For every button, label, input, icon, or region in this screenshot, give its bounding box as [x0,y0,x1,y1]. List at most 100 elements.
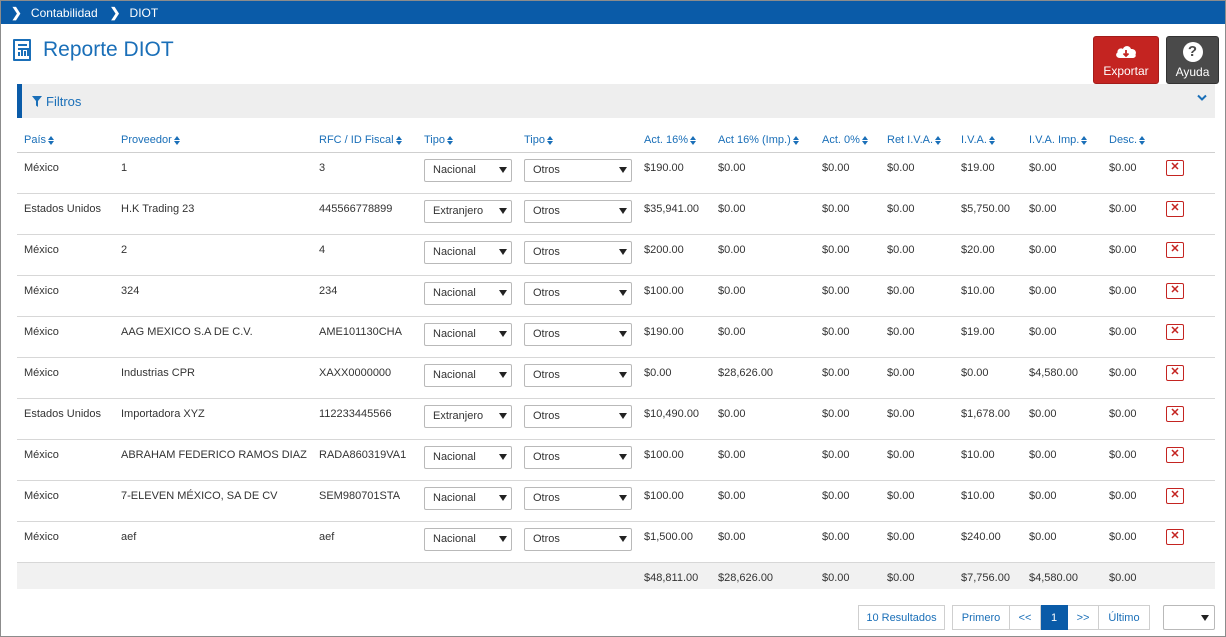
column-header-act16[interactable]: Act. 16% [637,129,711,153]
tipo-2-select-value: Otros [533,451,560,463]
table-row: Estados Unidos Importadora XYZ 11223344556… [17,398,1215,440]
tipo-2-select[interactable]: Otros [524,281,632,305]
tipo-2-select[interactable]: Otros [524,445,632,469]
cell-iva: $19.00 [954,316,1022,358]
cell-tipo-2: Otros [517,480,637,522]
column-header-proveedor[interactable]: Proveedor [114,129,312,153]
tipo-select[interactable]: Nacional [424,281,512,305]
column-header-act16-imp[interactable]: Act 16% (Imp.) [711,129,815,153]
tipo-2-select[interactable]: Otros [524,527,632,551]
tipo-2-select[interactable]: Otros [524,404,632,428]
delete-row-button[interactable]: ✕ [1166,200,1184,217]
pagination-first[interactable]: Primero [952,605,1010,630]
chevron-down-icon[interactable] [1197,94,1207,102]
delete-row-button[interactable]: ✕ [1166,487,1184,504]
column-header-rfc[interactable]: RFC / ID Fiscal [312,129,417,153]
pagination-last[interactable]: Último [1099,605,1150,630]
cell-tipo: Nacional [417,439,517,481]
cell-act0: $0.00 [815,398,880,440]
cell-desc: $0.00 [1102,439,1159,481]
cell-iva: $5,750.00 [954,193,1022,235]
column-header-ret-iva[interactable]: Ret I.V.A. [880,129,954,153]
tipo-2-select[interactable]: Otros [524,199,632,223]
cell-desc: $0.00 [1102,316,1159,358]
cell-retiva: $0.00 [880,480,954,522]
cell-actions: ✕ [1159,275,1215,317]
breadcrumb-item-diot[interactable]: DIOT [129,5,159,20]
cell-pais: México [17,480,114,522]
tipo-select[interactable]: Extranjero [424,199,512,223]
breadcrumb-item-contabilidad[interactable]: Contabilidad [30,5,98,20]
total-act16: $48,811.00 [637,562,711,589]
cell-actions: ✕ [1159,193,1215,235]
cell-rfc: SEM980701STA [312,480,417,522]
tipo-select[interactable]: Nacional [424,158,512,182]
filters-panel-header[interactable]: Filtros [17,84,1215,118]
delete-row-button[interactable]: ✕ [1166,282,1184,299]
cell-iva: $20.00 [954,234,1022,276]
tipo-2-select-value: Otros [533,492,560,504]
sort-icon [1081,135,1088,145]
tipo-2-select-value: Otros [533,287,560,299]
column-header-act0[interactable]: Act. 0% [815,129,880,153]
cell-act16imp: $0.00 [711,316,815,358]
tipo-select-value: Nacional [433,492,476,504]
cell-tipo-2: Otros [517,152,637,194]
cell-act16: $100.00 [637,480,711,522]
cell-ivaimp: $0.00 [1022,275,1102,317]
close-icon: ✕ [1170,201,1180,214]
tipo-select[interactable]: Nacional [424,240,512,264]
caret-down-icon [499,454,507,460]
column-header-desc[interactable]: Desc. [1102,129,1159,153]
tipo-select[interactable]: Nacional [424,445,512,469]
column-header-tipo-2[interactable]: Tipo [517,129,637,153]
pagination-page-1[interactable]: 1 [1041,605,1068,630]
export-button[interactable]: Exportar [1093,36,1159,84]
tipo-2-select[interactable]: Otros [524,322,632,346]
sort-icon [547,135,553,145]
cell-ivaimp: $0.00 [1022,193,1102,235]
cell-pais: México [17,521,114,563]
table-row: México AAG MEXICO S.A DE C.V. AME101130CHA… [17,316,1215,358]
tipo-select-value: Nacional [433,369,476,381]
column-header-tipo[interactable]: Tipo [417,129,517,153]
tipo-2-select[interactable]: Otros [524,363,632,387]
delete-row-button[interactable]: ✕ [1166,323,1184,340]
tipo-2-select[interactable]: Otros [524,158,632,182]
tipo-select[interactable]: Nacional [424,363,512,387]
delete-row-button[interactable]: ✕ [1166,159,1184,176]
tipo-select[interactable]: Nacional [424,527,512,551]
column-header-pais[interactable]: País [17,129,114,153]
delete-row-button[interactable]: ✕ [1166,528,1184,545]
totals-empty [1159,562,1215,589]
pagination-prev[interactable]: << [1010,605,1041,630]
pagination-next[interactable]: >> [1068,605,1099,630]
help-button[interactable]: ? Ayuda [1166,36,1219,84]
column-header-iva[interactable]: I.V.A. [954,129,1022,153]
tipo-select[interactable]: Nacional [424,322,512,346]
delete-row-button[interactable]: ✕ [1166,446,1184,463]
cell-act16: $1,500.00 [637,521,711,563]
caret-down-icon [499,167,507,173]
tipo-2-select[interactable]: Otros [524,240,632,264]
cell-desc: $0.00 [1102,193,1159,235]
sort-icon [447,135,453,145]
tipo-2-select-value: Otros [533,205,560,217]
page-size-select[interactable] [1163,605,1215,630]
close-icon: ✕ [1170,160,1180,173]
cell-actions: ✕ [1159,521,1215,563]
tipo-select[interactable]: Nacional [424,486,512,510]
column-header-iva-imp[interactable]: I.V.A. Imp. [1022,129,1102,153]
tipo-select[interactable]: Extranjero [424,404,512,428]
delete-row-button[interactable]: ✕ [1166,364,1184,381]
caret-down-icon [619,536,627,542]
cell-rfc: aef [312,521,417,563]
sort-icon [988,135,995,145]
caret-down-icon [619,454,627,460]
cell-act16: $0.00 [637,357,711,399]
tipo-2-select[interactable]: Otros [524,486,632,510]
table-header-row: País Proveedor RFC / ID Fiscal Tipo Tipo… [17,129,1215,153]
delete-row-button[interactable]: ✕ [1166,241,1184,258]
sort-icon [48,135,55,145]
delete-row-button[interactable]: ✕ [1166,405,1184,422]
